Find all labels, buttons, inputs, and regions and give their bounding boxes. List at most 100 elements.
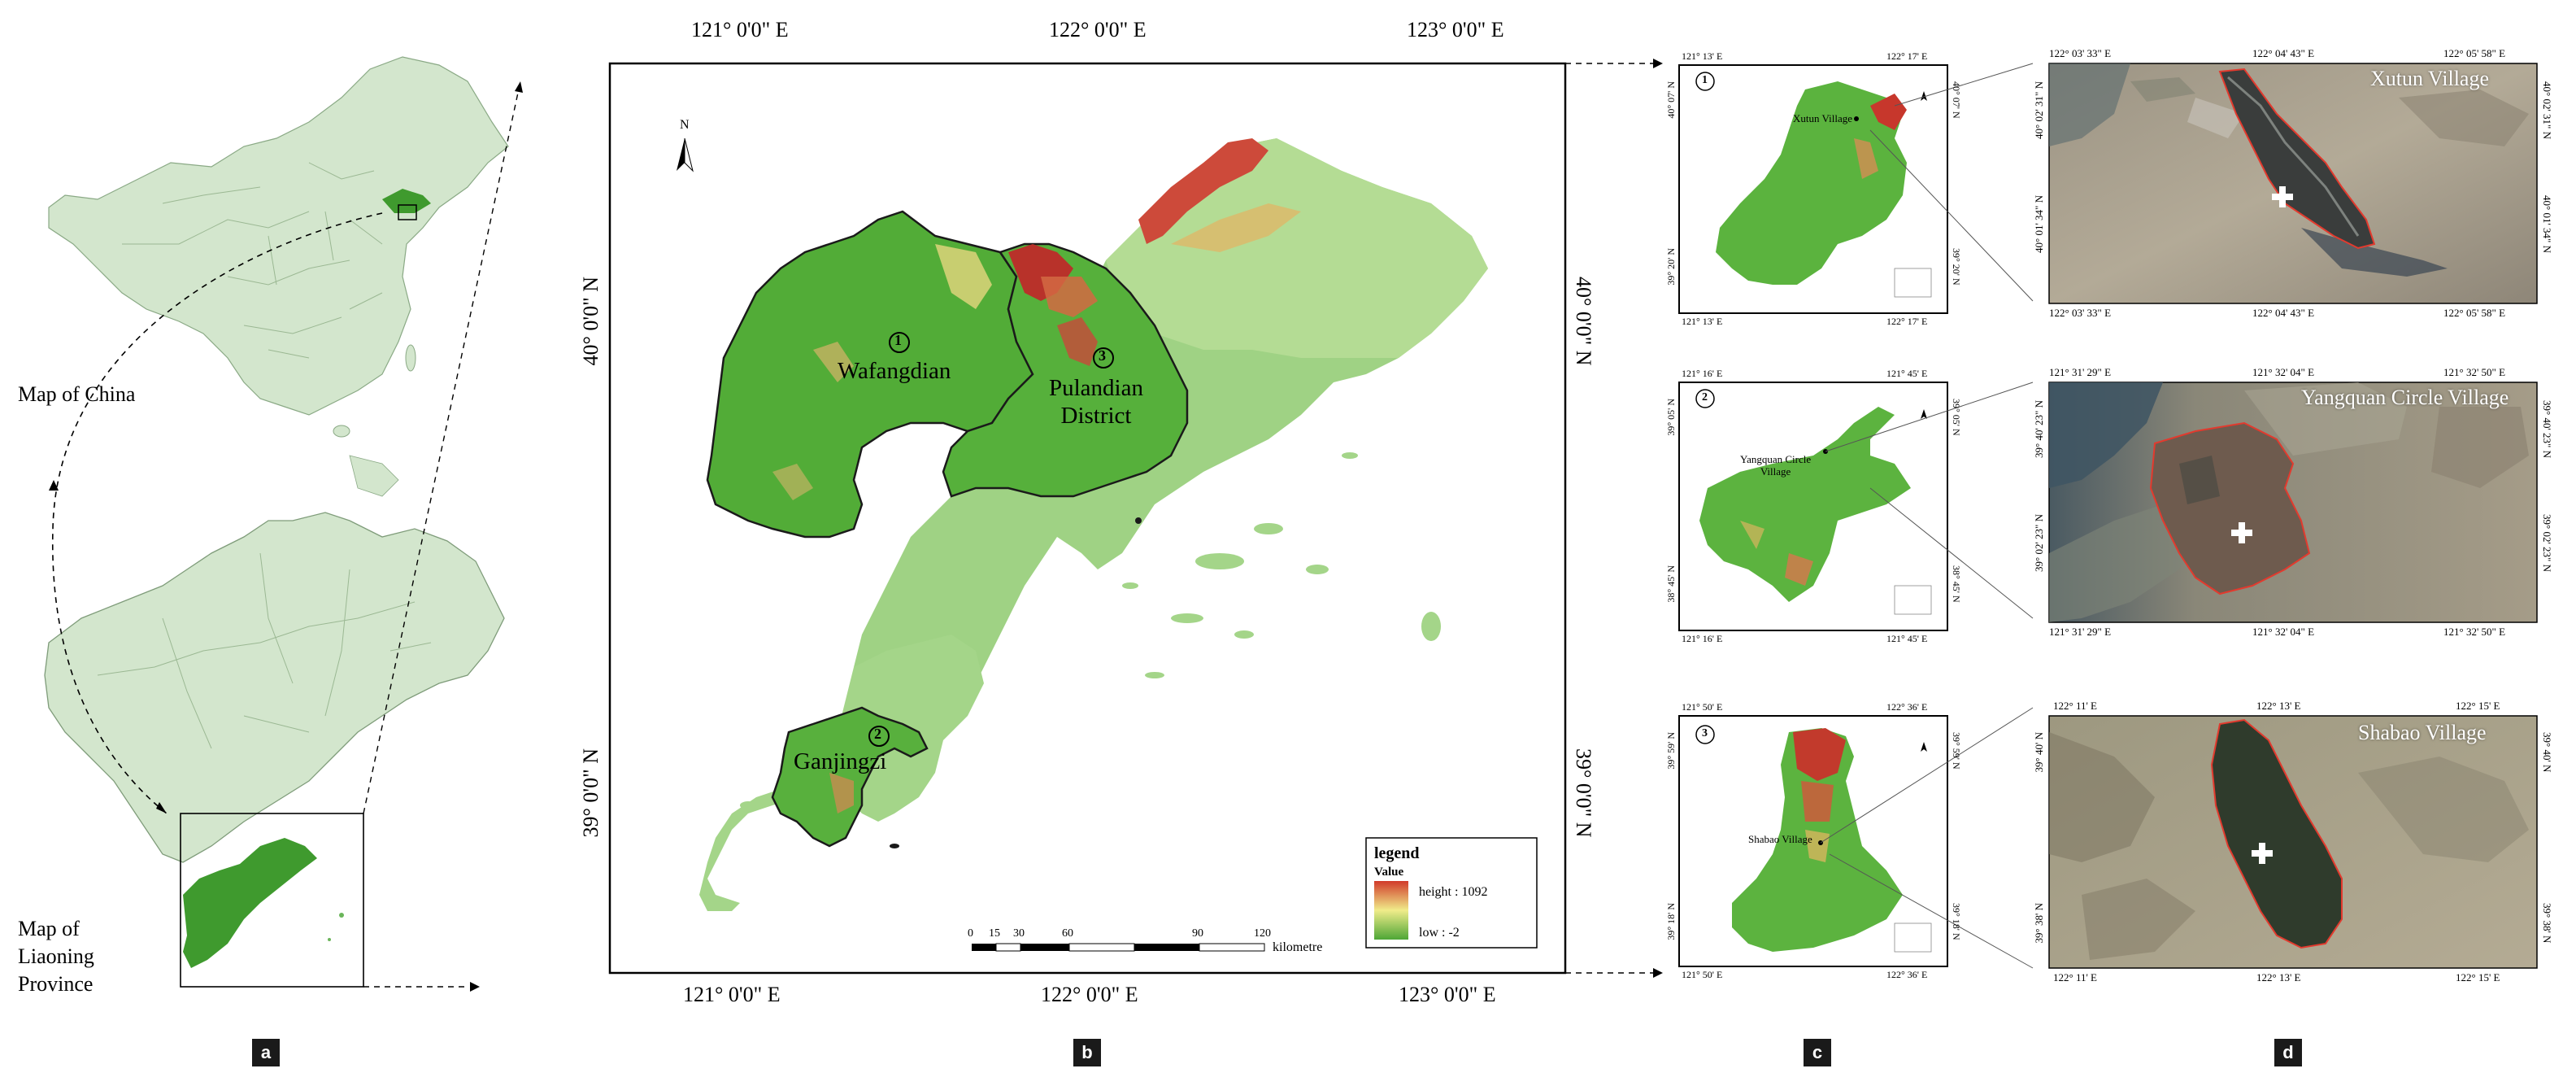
d2-bottom-3: 121° 32' 50" E — [2443, 626, 2506, 638]
c3-right-bottom: 39° 18' N — [1951, 903, 1962, 940]
c1-top-right: 122° 17' E — [1886, 50, 1928, 62]
scale-tick-15: 15 — [989, 927, 1000, 940]
c2-village-line1: Yangquan Circle — [1740, 453, 1812, 465]
d1-top-2: 122° 04' 43" E — [2252, 47, 2315, 59]
d2-right-2: 39° 02' 23" N — [2541, 514, 2553, 572]
scale-bar — [972, 943, 1265, 952]
aerial-photo-2 — [2048, 382, 2538, 623]
panel-label-a: a — [252, 1039, 280, 1066]
c2-right-bottom: 38° 45' N — [1951, 565, 1962, 603]
legend-title: legend — [1374, 844, 1420, 862]
d2-bottom-2: 121° 32' 04" E — [2252, 626, 2315, 638]
c1-left-top: 40° 07' N — [1665, 81, 1677, 119]
scale-tick-90: 90 — [1192, 927, 1203, 940]
c1-right-bottom: 39° 20' N — [1951, 248, 1962, 286]
district-3-name: Pulandian District — [1049, 374, 1143, 430]
right-tick-2: 39° 0'0" N — [1572, 748, 1595, 838]
d1-top-1: 122° 03' 33" E — [2049, 47, 2112, 59]
c2-left-bottom: 38° 45' N — [1665, 565, 1677, 603]
d3-top-3: 122° 15' E — [2456, 700, 2500, 712]
d2-top-2: 121° 32' 04" E — [2252, 366, 2315, 378]
c1-bottom-right: 122° 17' E — [1886, 316, 1928, 327]
d2-top-3: 121° 32' 50" E — [2443, 366, 2506, 378]
c3-top-left: 121° 50' E — [1682, 701, 1723, 713]
top-tick-1: 121° 0'0" E — [691, 18, 789, 41]
district-map-3 — [1678, 715, 1948, 967]
d3-bottom-3: 122° 15' E — [2456, 971, 2500, 984]
d1-left-2: 40° 01' 34" N — [2033, 195, 2045, 253]
aerial-photo-1 — [2048, 63, 2538, 304]
d3-right-2: 39° 38' N — [2541, 903, 2553, 944]
c2-bottom-left: 121° 16' E — [1682, 633, 1723, 644]
d2-left-2: 39° 02' 23" N — [2033, 514, 2045, 572]
d1-title: Xutun Village — [2370, 67, 2489, 90]
left-tick-1: 40° 0'0" N — [579, 277, 603, 366]
d3-title: Shabao Village — [2358, 721, 2487, 744]
top-tick-3: 123° 0'0" E — [1407, 18, 1504, 41]
c1-number: 1 — [1702, 74, 1708, 86]
right-tick-1: 40° 0'0" N — [1572, 277, 1595, 366]
c1-bottom-left: 121° 13' E — [1682, 316, 1723, 327]
c1-left-bottom: 39° 20' N — [1665, 248, 1677, 286]
c2-village-label: Yangquan Circle Village — [1740, 453, 1811, 478]
c1-right-top: 40° 07' N — [1951, 81, 1962, 119]
district-3-name-line2: District — [1060, 403, 1132, 429]
c2-right-top: 39° 05' N — [1951, 399, 1962, 436]
d1-bottom-1: 122° 03' 33" E — [2049, 307, 2112, 319]
district-map-2 — [1678, 382, 1948, 631]
d3-left-1: 39° 40' N — [2033, 732, 2045, 773]
scale-tick-120: 120 — [1254, 927, 1271, 940]
d3-bottom-1: 122° 11' E — [2053, 971, 2097, 984]
d1-bottom-2: 122° 04' 43" E — [2252, 307, 2315, 319]
dalian-elevation-map — [699, 138, 1488, 911]
c2-top-left: 121° 16' E — [1682, 368, 1723, 379]
c2-bottom-right: 121° 45' E — [1886, 633, 1928, 644]
left-tick-2: 39° 0'0" N — [579, 748, 603, 838]
d3-left-2: 39° 38' N — [2033, 903, 2045, 944]
d1-left-1: 40° 02' 31" N — [2033, 81, 2045, 139]
c3-top-right: 122° 36' E — [1886, 701, 1928, 713]
scale-tick-60: 60 — [1062, 927, 1073, 940]
d1-bottom-3: 122° 05' 58" E — [2443, 307, 2506, 319]
scale-tick-0: 0 — [968, 927, 973, 940]
legend-value-label: Value — [1374, 866, 1404, 879]
d2-title: Yangquan Circle Village — [2301, 386, 2509, 409]
liaoning-map — [44, 512, 505, 988]
scale-tick-30: 30 — [1013, 927, 1025, 940]
legend-low: low : -2 — [1419, 926, 1460, 940]
c2-top-right: 121° 45' E — [1886, 368, 1928, 379]
c1-village-label: Xutun Village — [1793, 112, 1852, 124]
legend-high: height : 1092 — [1419, 885, 1488, 899]
china-map-caption: Map of China — [18, 382, 136, 406]
district-map-1 — [1678, 64, 1948, 314]
d2-right-1: 39° 40' 23" N — [2541, 400, 2553, 458]
c2-left-top: 39° 05' N — [1665, 399, 1677, 436]
c3-left-top: 39° 59' N — [1665, 732, 1677, 770]
top-tick-2: 122° 0'0" E — [1049, 18, 1147, 41]
d1-top-3: 122° 05' 58" E — [2443, 47, 2506, 59]
d3-top-2: 122° 13' E — [2256, 700, 2301, 712]
c2-number: 2 — [1702, 391, 1708, 403]
liaoning-caption-line2: Liaoning — [18, 944, 94, 968]
district-3-name-line1: Pulandian — [1049, 375, 1143, 401]
panel-label-b: b — [1073, 1039, 1101, 1066]
north-label: N — [680, 118, 690, 132]
c2-village-line2: Village — [1760, 465, 1791, 478]
d3-right-1: 39° 40' N — [2541, 732, 2553, 773]
district-1-name: Wafangdian — [838, 358, 951, 384]
bottom-tick-3: 123° 0'0" E — [1399, 983, 1496, 1006]
liaoning-map-caption: Map of Liaoning Province — [18, 915, 94, 998]
north-arrow — [677, 137, 694, 172]
c3-left-bottom: 39° 18' N — [1665, 903, 1677, 940]
c3-bottom-right: 122° 36' E — [1886, 969, 1928, 980]
d1-right-1: 40° 02' 31" N — [2541, 81, 2553, 139]
c3-bottom-left: 121° 50' E — [1682, 969, 1723, 980]
bottom-tick-2: 122° 0'0" E — [1041, 983, 1138, 1006]
d2-top-1: 121° 31' 29" E — [2049, 366, 2112, 378]
d3-bottom-2: 122° 13' E — [2256, 971, 2301, 984]
d2-bottom-1: 121° 31' 29" E — [2049, 626, 2112, 638]
district-2-name: Ganjingzi — [794, 748, 887, 774]
panel-label-c: c — [1804, 1039, 1831, 1066]
scale-unit: kilometre — [1273, 940, 1323, 954]
